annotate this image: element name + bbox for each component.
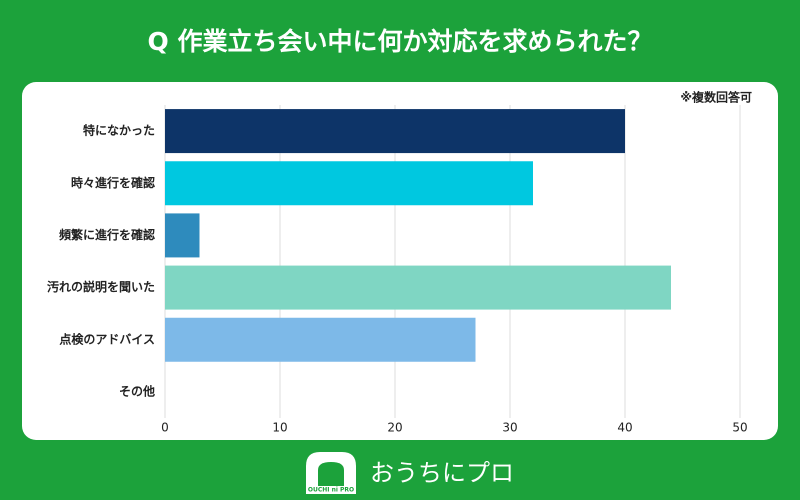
- x-tick-label: 30: [502, 421, 517, 435]
- bar: [165, 109, 625, 154]
- x-tick-label: 20: [387, 421, 402, 435]
- x-tick-label: 0: [161, 421, 169, 435]
- chart-title: Q 作業立ち会い中に何か対応を求められた？: [148, 27, 653, 56]
- bar: [165, 161, 533, 206]
- bar: [165, 213, 200, 258]
- logo-name: おうちにプロ: [370, 459, 514, 487]
- x-tick-label: 50: [732, 421, 747, 435]
- logo-mark: OUCHI ni PRO: [308, 487, 354, 494]
- y-tick-label: 時々進行を確認: [71, 175, 155, 190]
- y-tick-label: 特になかった: [83, 123, 155, 138]
- x-tick-label: 10: [272, 421, 287, 435]
- y-tick-label: 点検のアドバイス: [59, 331, 155, 346]
- note: ※複数回答可: [680, 90, 752, 105]
- y-tick-label: 汚れの説明を聞いた: [47, 279, 155, 294]
- y-tick-label: その他: [119, 383, 155, 398]
- y-tick-label: 頻繁に進行を確認: [59, 227, 155, 242]
- logo-icon: [306, 452, 356, 494]
- bar: [165, 317, 476, 362]
- bar: [165, 265, 671, 310]
- x-tick-label: 40: [617, 421, 632, 435]
